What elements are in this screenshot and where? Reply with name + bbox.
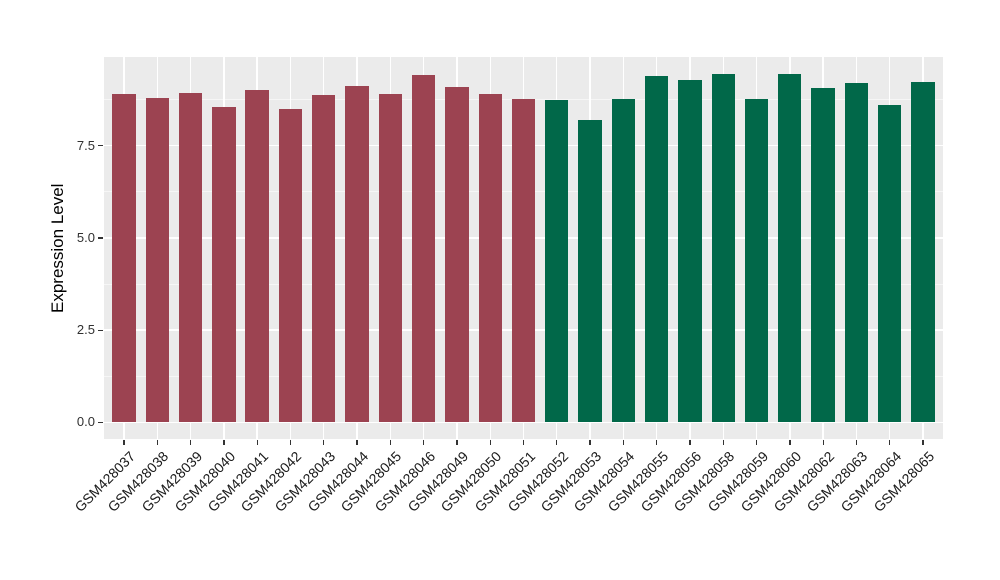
bar-GSM428038 (145, 97, 169, 423)
x-tick-mark (223, 440, 225, 445)
bar-GSM428041 (245, 89, 269, 423)
y-tick-mark (98, 329, 103, 331)
bar-GSM428045 (378, 94, 402, 423)
x-tick-mark (722, 440, 724, 445)
x-tick-mark (489, 440, 491, 445)
x-tick-mark (389, 440, 392, 445)
y-tick-mark (98, 421, 103, 423)
x-tick-mark (789, 440, 791, 445)
bar-GSM428043 (312, 95, 336, 423)
bar-GSM428046 (411, 74, 436, 423)
y-tick-mark (98, 237, 103, 239)
x-tick-mark (556, 440, 558, 445)
bar-GSM428060 (778, 74, 802, 423)
bar-GSM428056 (678, 80, 702, 423)
bar-GSM428051 (511, 98, 536, 423)
bar-GSM428049 (445, 86, 469, 423)
x-tick-mark (755, 440, 758, 445)
x-tick-mark (855, 440, 858, 445)
bar-GSM428044 (345, 86, 369, 423)
bar-GSM428037 (112, 94, 136, 423)
y-tick-label: 5.0 (76, 229, 95, 245)
bar-GSM428059 (744, 98, 769, 423)
x-tick-mark (622, 440, 625, 445)
x-tick-mark (189, 440, 192, 445)
x-tick-mark (423, 440, 425, 445)
x-tick-mark (922, 440, 924, 445)
x-tick-mark (289, 440, 292, 445)
x-tick-mark (256, 440, 258, 445)
bar-GSM428062 (811, 87, 835, 423)
bar-GSM428063 (844, 83, 869, 423)
bar-GSM428054 (611, 98, 636, 423)
y-axis-title: Expression Level (48, 183, 67, 313)
x-tick-mark (356, 440, 358, 445)
x-tick-mark (889, 440, 891, 445)
bar-GSM428052 (545, 100, 569, 423)
bar-GSM428058 (711, 74, 735, 423)
x-tick-mark (822, 440, 824, 445)
y-tick-label: 0.0 (76, 414, 95, 430)
x-tick-mark (323, 440, 325, 445)
bar-GSM428039 (178, 93, 203, 423)
bar-GSM428065 (911, 81, 935, 423)
bar-GSM428050 (478, 94, 502, 423)
x-tick-mark (522, 440, 525, 445)
y-tick-label: 2.5 (76, 322, 95, 338)
bar-GSM428053 (578, 119, 602, 423)
x-tick-mark (123, 440, 125, 445)
y-tick-label: 7.5 (76, 137, 95, 153)
x-tick-mark (456, 440, 458, 445)
x-tick-mark (156, 440, 158, 445)
x-tick-mark (689, 440, 691, 445)
bar-GSM428040 (212, 107, 236, 423)
bar-GSM428055 (645, 75, 669, 423)
x-tick-mark (656, 440, 658, 445)
bar-GSM428064 (878, 105, 902, 423)
x-tick-mark (589, 440, 591, 445)
y-tick-mark (98, 145, 103, 147)
bar-GSM428042 (278, 108, 303, 423)
